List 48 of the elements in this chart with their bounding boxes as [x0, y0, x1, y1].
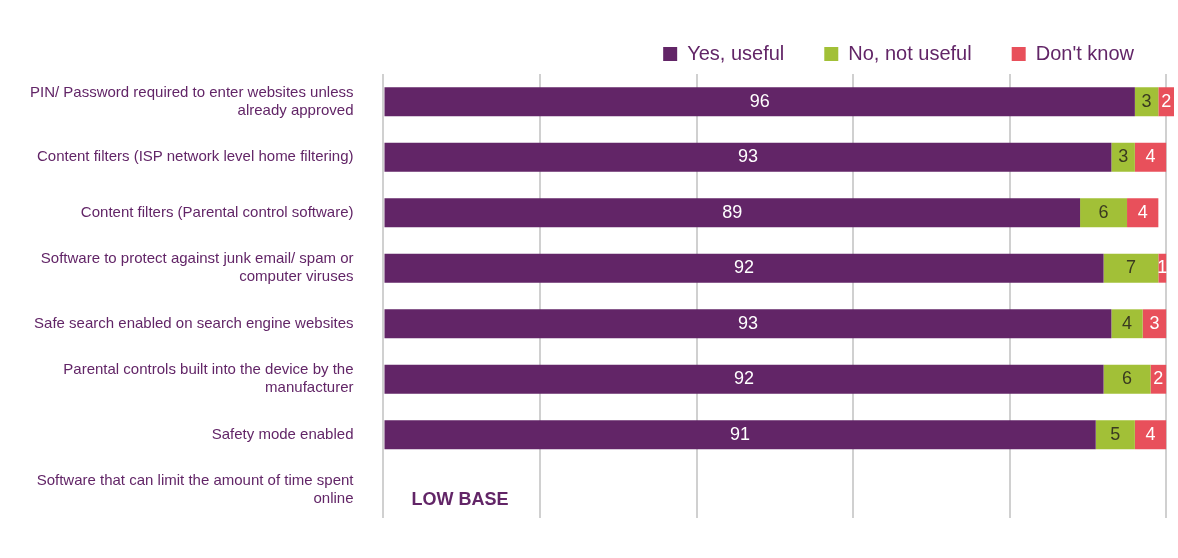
bar [384, 142, 1112, 172]
data-label: 96 [749, 90, 770, 111]
y-tick-label: PIN/ Password required to enter websites unless already approved [29, 82, 354, 118]
y-tick-label: Content filters (Parental control software) [80, 202, 354, 220]
bar [384, 364, 1104, 394]
data-label: 92 [734, 257, 755, 278]
y-tick-label: Safety mode enabled [211, 424, 354, 442]
y-tick-label: Software that can limit the amount of time spent online [36, 471, 355, 507]
data-label: 4 [1145, 423, 1156, 444]
data-label: 3 [1141, 90, 1152, 111]
data-label: 3 [1118, 146, 1129, 167]
y-tick-label: Safe search enabled on search engine websites [34, 313, 354, 331]
data-label: 4 [1137, 201, 1148, 222]
data-label: 6 [1122, 368, 1133, 389]
data-label: 4 [1122, 312, 1133, 333]
legend-label: No, not useful [848, 41, 972, 64]
data-label: 6 [1098, 201, 1109, 222]
bar [1134, 142, 1167, 172]
y-tick-label: Parental controls built into the device by the manufacturer [63, 360, 354, 396]
data-label: 92 [734, 368, 755, 389]
data-label: 93 [737, 146, 758, 167]
bar [384, 253, 1104, 283]
bar [384, 309, 1112, 339]
legend-label: Yes, useful [687, 41, 785, 64]
bar [384, 420, 1096, 450]
y-tick-label: Content filters (ISP network level home filtering) [36, 147, 354, 165]
data-label: 93 [737, 312, 758, 333]
legend-label: Don't know [1035, 41, 1135, 64]
bar [384, 198, 1081, 228]
data-label: 4 [1145, 146, 1156, 167]
bar [1111, 309, 1143, 339]
bar [1103, 364, 1151, 394]
data-label: 91 [730, 423, 751, 444]
bar [1127, 198, 1159, 228]
bar [1103, 253, 1159, 283]
bar [1095, 420, 1135, 450]
y-tick-label: Software to protect against junk email/ spam or computer viruses [40, 249, 354, 285]
annotation: LOW BASE [411, 489, 509, 510]
data-label: 2 [1153, 368, 1164, 389]
data-label: 2 [1161, 90, 1172, 111]
bar [1134, 420, 1167, 450]
bar [1080, 198, 1128, 228]
data-label: 3 [1149, 312, 1160, 333]
bar [384, 87, 1135, 117]
data-label: 7 [1125, 257, 1136, 278]
bar [1111, 142, 1135, 172]
data-label: 5 [1110, 423, 1121, 444]
data-label: 89 [722, 201, 743, 222]
